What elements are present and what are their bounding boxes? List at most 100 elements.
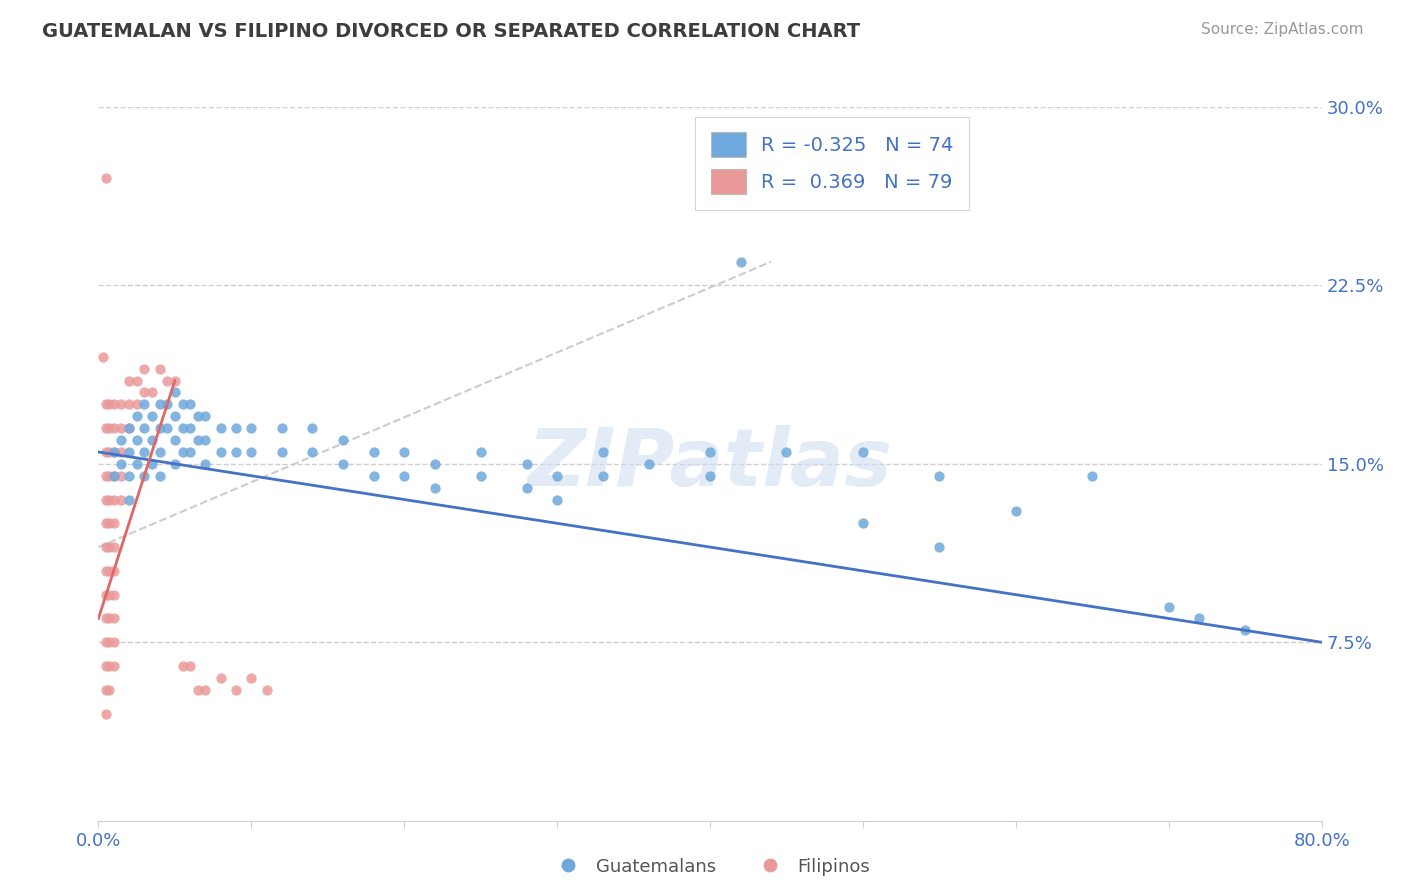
Point <box>172 397 194 411</box>
Point <box>91 350 114 364</box>
Point <box>98 564 121 578</box>
Point <box>156 397 179 411</box>
Point <box>134 361 156 376</box>
Point <box>103 564 125 578</box>
Point <box>94 171 117 186</box>
Point <box>149 468 172 483</box>
Point <box>209 671 232 685</box>
Point <box>699 468 721 483</box>
Point <box>98 659 121 673</box>
Point <box>110 468 132 483</box>
Point <box>98 421 121 435</box>
Point <box>103 397 125 411</box>
Point <box>637 457 661 471</box>
Text: GUATEMALAN VS FILIPINO DIVORCED OR SEPARATED CORRELATION CHART: GUATEMALAN VS FILIPINO DIVORCED OR SEPAR… <box>42 22 860 41</box>
Point <box>194 682 217 697</box>
Point <box>118 421 141 435</box>
Point <box>423 457 446 471</box>
Point <box>118 374 141 388</box>
Point <box>270 421 292 435</box>
Point <box>134 397 156 411</box>
Point <box>392 468 416 483</box>
Point <box>94 611 117 625</box>
Point <box>699 445 721 459</box>
Point <box>103 445 125 459</box>
Point <box>194 433 217 447</box>
Point <box>775 445 797 459</box>
Point <box>1157 599 1180 614</box>
Point <box>301 421 323 435</box>
Point <box>270 445 292 459</box>
Text: Source: ZipAtlas.com: Source: ZipAtlas.com <box>1201 22 1364 37</box>
Point <box>546 468 568 483</box>
Legend: Guatemalans, Filipinos: Guatemalans, Filipinos <box>543 851 877 883</box>
Point <box>187 409 209 424</box>
Point <box>172 659 194 673</box>
Point <box>240 671 263 685</box>
Point <box>225 445 247 459</box>
Point <box>134 445 156 459</box>
Point <box>94 492 117 507</box>
Point <box>125 457 148 471</box>
Point <box>98 635 121 649</box>
Point <box>423 481 446 495</box>
Point <box>1004 504 1026 518</box>
Point <box>141 385 163 400</box>
Point <box>94 635 117 649</box>
Point <box>470 445 492 459</box>
Point <box>149 445 172 459</box>
Point <box>209 421 232 435</box>
Point <box>149 397 172 411</box>
Point <box>928 468 950 483</box>
Point <box>94 445 117 459</box>
Point <box>94 706 117 721</box>
Point <box>103 611 125 625</box>
Point <box>125 409 148 424</box>
Point <box>332 433 354 447</box>
Point <box>98 611 121 625</box>
Point <box>110 457 132 471</box>
Point <box>103 492 125 507</box>
Point <box>172 445 194 459</box>
Point <box>94 659 117 673</box>
Point <box>194 457 217 471</box>
Point <box>516 481 538 495</box>
Point <box>163 433 186 447</box>
Point <box>110 433 132 447</box>
Point <box>179 659 201 673</box>
Point <box>94 588 117 602</box>
Point <box>163 409 186 424</box>
Point <box>240 421 263 435</box>
Text: ZIPatlas: ZIPatlas <box>527 425 893 503</box>
Point <box>149 361 172 376</box>
Point <box>98 540 121 554</box>
Point <box>1188 611 1211 625</box>
Point <box>141 409 163 424</box>
Point <box>172 421 194 435</box>
Point <box>110 421 132 435</box>
Point <box>156 374 179 388</box>
Point <box>141 433 163 447</box>
Point <box>94 397 117 411</box>
Point <box>179 445 201 459</box>
Point <box>141 457 163 471</box>
Point <box>118 445 141 459</box>
Point <box>103 421 125 435</box>
Point <box>110 492 132 507</box>
Point <box>103 445 125 459</box>
Point <box>94 516 117 531</box>
Point <box>103 468 125 483</box>
Point <box>546 492 568 507</box>
Point <box>103 468 125 483</box>
Point <box>928 540 950 554</box>
Point <box>98 397 121 411</box>
Point <box>225 421 247 435</box>
Point <box>103 540 125 554</box>
Point <box>125 374 148 388</box>
Point <box>125 397 148 411</box>
Point <box>363 468 385 483</box>
Point <box>592 445 614 459</box>
Point <box>94 421 117 435</box>
Point <box>852 516 875 531</box>
Point <box>187 433 209 447</box>
